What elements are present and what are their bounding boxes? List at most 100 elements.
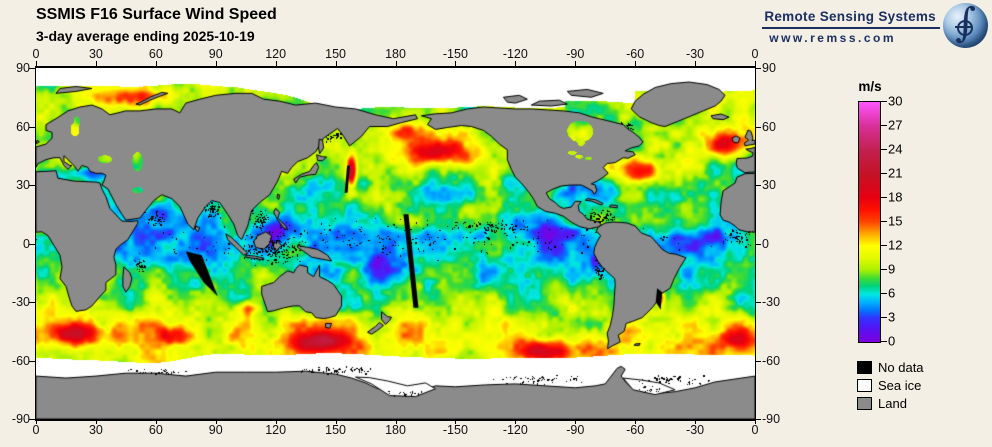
lat-tick-mark-left [29,243,35,245]
lat-tick-label-left: -90 [11,412,30,426]
lon-tick-label-bottom: 180 [385,423,406,437]
lat-tick-label-left: 60 [16,119,30,134]
legend-label: Sea ice [878,378,922,393]
lon-tick-label-top: -120 [502,47,528,61]
colorbar-tick-label: 18 [888,189,903,205]
lat-tick-label-left: 0 [23,236,30,251]
lon-tick-mark-top [635,61,637,66]
lat-tick-mark-left [29,68,35,69]
lon-tick-label-bottom: 90 [208,423,223,437]
lon-tick-mark-top [335,61,337,66]
lon-tick-mark-top [515,61,517,66]
lat-tick-mark-left [29,419,35,420]
lon-tick-label-bottom: -150 [442,423,468,437]
page-title: SSMIS F16 Surface Wind Speed [36,6,277,23]
lon-tick-label-top: 180 [385,47,406,61]
colorbar-tick-mark [880,173,887,174]
colorbar-tick-mark [880,221,887,222]
lon-tick-mark-bottom [455,419,457,424]
lon-tick-mark-bottom [575,419,577,424]
lon-tick-label-top: -60 [626,47,645,61]
lon-tick-mark-top [455,61,457,66]
lon-tick-mark-top [575,61,577,66]
lon-tick-mark-bottom [275,419,277,424]
lon-tick-mark-bottom [515,419,517,424]
lat-tick-label-right: 90 [762,61,776,75]
colorbar [858,101,881,343]
legend-swatch [857,379,872,392]
lon-tick-mark-top [755,61,756,66]
lat-tick-label-right: -60 [762,353,781,368]
lon-tick-label-top: 120 [265,47,287,61]
lon-tick-mark-bottom [155,419,157,424]
lon-tick-mark-top [275,61,277,66]
lon-tick-mark-top [695,61,697,66]
lon-tick-label-bottom: -120 [502,423,528,437]
lat-tick-label-left: 90 [16,61,30,75]
lon-tick-label-bottom: 30 [88,423,103,437]
colorbar-tick-label: 30 [888,93,903,109]
colorbar-tick-mark [880,149,887,150]
lon-tick-mark-bottom [36,419,37,424]
colorbar-tick-mark [880,197,887,198]
colorbar-tick-mark [880,245,887,246]
lon-tick-mark-top [215,61,217,66]
remss-logo-text[interactable]: Remote Sensing Systems [762,9,940,29]
wind-speed-map-canvas [36,68,755,419]
lat-tick-mark-right [755,126,761,128]
colorbar-tick-label: 9 [888,261,896,277]
lat-tick-mark-right [755,185,761,186]
lat-tick-mark-left [29,185,35,186]
colorbar-tick-label: 15 [888,213,903,229]
lon-tick-label-bottom: 60 [148,423,163,437]
lat-tick-label-right: 0 [762,236,769,251]
colorbar-tick-label: 12 [888,237,903,253]
remss-globe-logo-icon: ∫ [943,0,988,48]
lon-tick-label-bottom: 120 [265,423,287,437]
lon-tick-mark-bottom [635,419,637,424]
lat-tick-label-left: 30 [16,178,30,192]
lon-tick-mark-bottom [695,419,697,424]
colorbar-tick-mark [880,341,887,342]
lon-tick-mark-bottom [755,419,756,424]
lat-tick-mark-right [755,419,761,420]
lon-tick-label-bottom: -90 [566,423,585,437]
lon-tick-label-top: -150 [442,47,468,61]
lat-tick-label-right: 30 [762,178,776,192]
crosshair-icon [955,20,973,36]
legend-swatch [857,361,872,374]
lon-tick-label-bottom: 0 [751,423,759,437]
lon-tick-label-top: 60 [148,47,163,61]
lon-tick-label-bottom: -30 [686,423,705,437]
lon-tick-mark-bottom [395,419,397,424]
lat-tick-label-left: -30 [11,295,30,309]
colorbar-tick-label: 27 [888,117,903,133]
lat-tick-mark-right [755,360,761,362]
lon-tick-label-bottom: 0 [32,423,40,437]
lon-tick-mark-bottom [95,419,97,424]
legend-swatch [857,397,872,410]
lat-tick-label-right: -90 [762,412,781,426]
lon-tick-label-top: -30 [686,47,705,61]
lon-tick-label-top: 0 [32,47,40,61]
colorbar-tick-mark [880,125,887,126]
colorbar-tick-label: 0 [888,333,896,349]
colorbar-tick-mark [880,269,887,270]
world-map-frame [35,66,756,421]
colorbar-tick-label: 24 [888,141,903,157]
lat-tick-mark-right [755,68,761,69]
lat-tick-mark-left [29,360,35,362]
lon-tick-label-bottom: 150 [325,423,347,437]
lon-tick-mark-top [36,61,37,66]
lon-tick-mark-bottom [335,419,337,424]
colorbar-tick-label: 6 [888,285,896,301]
lon-tick-label-top: 150 [325,47,347,61]
lon-tick-mark-bottom [215,419,217,424]
lat-tick-mark-right [755,302,761,303]
lat-tick-mark-right [755,243,761,245]
lon-tick-mark-top [155,61,157,66]
lat-tick-mark-left [29,126,35,128]
lat-tick-mark-left [29,302,35,303]
page-subtitle: 3-day average ending 2025-10-19 [36,28,255,44]
remss-url-link[interactable]: www.remss.com [769,31,896,45]
